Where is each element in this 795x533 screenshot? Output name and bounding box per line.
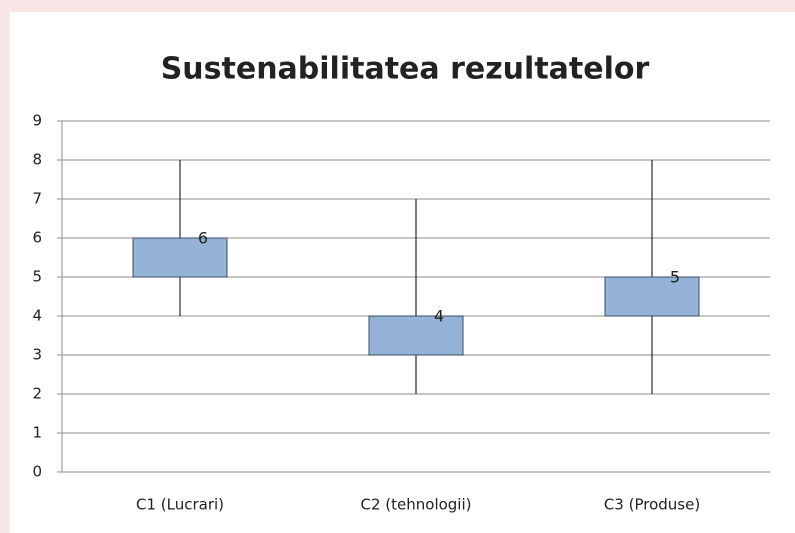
y-tick-label: 0 (32, 463, 42, 481)
y-tick-label: 5 (32, 268, 42, 286)
y-tick-label: 1 (32, 424, 42, 442)
x-tick-label: C1 (Lucrari) (136, 496, 224, 514)
y-tick-label: 4 (32, 307, 42, 325)
x-tick-label: C3 (Produse) (604, 496, 700, 514)
y-tick-label: 7 (32, 190, 42, 208)
data-label: 6 (198, 229, 208, 248)
box (132, 237, 228, 278)
chart-title: Sustenabilitatea rezultatelor (161, 52, 650, 87)
y-tick-label: 3 (32, 346, 42, 364)
y-tick-label: 2 (32, 385, 42, 403)
box (368, 315, 464, 356)
data-label: 5 (670, 268, 680, 287)
y-tick-label: 8 (32, 151, 42, 169)
y-tick-label: 9 (32, 112, 42, 130)
box (604, 276, 700, 317)
y-tick-label: 6 (32, 229, 42, 247)
data-label: 4 (434, 307, 444, 326)
x-tick-label: C2 (tehnologii) (361, 496, 472, 514)
